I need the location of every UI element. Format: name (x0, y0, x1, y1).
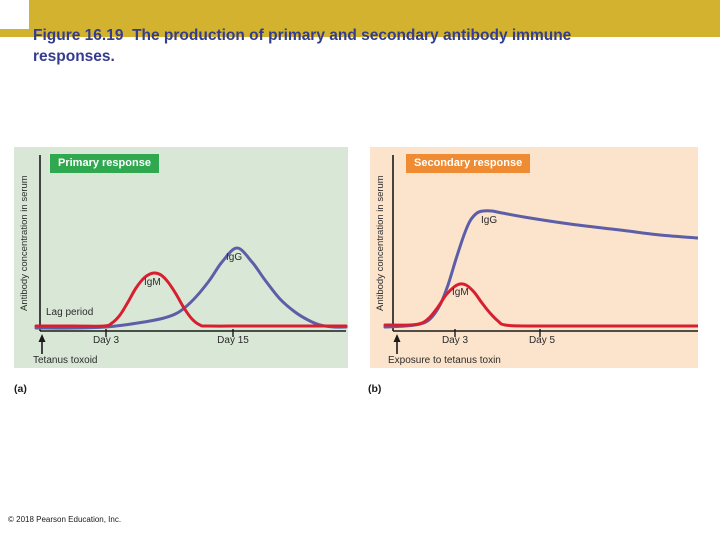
x-tick-label-day-3: Day 3 (92, 335, 120, 346)
slide-title-line1: Figure 16.19 The production of primary a… (33, 27, 572, 44)
x-tick-label-day-5: Day 5 (528, 335, 556, 346)
lag-period-label: Lag period (46, 307, 94, 318)
secondary-axes (392, 155, 698, 337)
primary-y-axis-label: Antibody concentration in serum (19, 175, 30, 311)
secondary-y-axis-label: Antibody concentration in serum (375, 175, 386, 311)
exposure-arrow (38, 334, 46, 354)
igm-series-label: IgM (144, 277, 161, 288)
secondary-response-badge: Secondary response (406, 154, 531, 173)
tetanus-toxoid-label: Tetanus toxoid (33, 355, 98, 366)
secondary-chart-svg (383, 155, 698, 354)
exposure-to-tetanus-toxin-label: Exposure to tetanus toxin (388, 355, 501, 366)
igm-curve (34, 271, 348, 328)
panel-letter-b: (b) (368, 383, 382, 395)
copyright-text: © 2018 Pearson Education, Inc. (8, 515, 122, 524)
secondary-response-panel: Secondary response Antibody concentratio… (370, 147, 698, 368)
igg-curve (383, 209, 698, 329)
primary-axes (39, 155, 346, 337)
igg-curve (34, 246, 348, 330)
exposure-arrow (393, 334, 401, 354)
x-tick-label-day-3: Day 3 (441, 335, 469, 346)
top-accent-bar (0, 0, 720, 37)
x-tick-label-day-15: Day 15 (217, 335, 249, 346)
igm-series-label: IgM (452, 287, 469, 298)
slide-title: Figure 16.19 The production of primary a… (33, 25, 693, 67)
igm-curve (383, 282, 698, 328)
top-left-notch (0, 0, 29, 29)
primary-chart-svg (34, 155, 348, 354)
igg-series-label: IgG (226, 252, 243, 263)
primary-response-badge: Primary response (50, 154, 159, 173)
slide-title-line2: responses. (33, 48, 115, 65)
primary-response-panel: Primary response Antibody concentration … (14, 147, 348, 368)
igg-series-label: IgG (481, 215, 498, 226)
panel-letter-a: (a) (14, 383, 27, 395)
